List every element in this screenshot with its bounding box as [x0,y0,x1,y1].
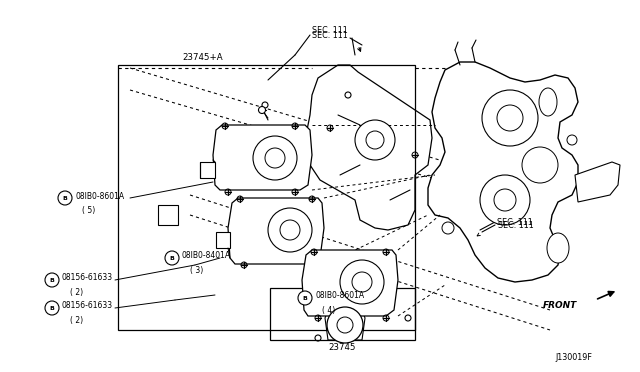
Text: 08156-61633: 08156-61633 [62,273,113,282]
Circle shape [253,136,297,180]
Circle shape [45,273,59,287]
Bar [118,65,415,330]
Circle shape [265,148,285,168]
Circle shape [327,307,363,343]
Circle shape [337,317,353,333]
Text: ( 3): ( 3) [190,266,204,275]
Circle shape [482,90,538,146]
Circle shape [567,135,577,145]
Text: B: B [170,256,175,260]
Polygon shape [158,205,178,225]
Circle shape [280,220,300,240]
Text: B: B [303,295,307,301]
Polygon shape [216,232,230,248]
Polygon shape [325,310,365,340]
Circle shape [355,120,395,160]
Text: ( 4): ( 4) [322,305,335,314]
Text: 08IB0-8601A: 08IB0-8601A [75,192,124,201]
Circle shape [45,301,59,315]
Circle shape [480,175,530,225]
Polygon shape [428,62,578,282]
Text: SEC. 111: SEC. 111 [312,26,348,35]
Polygon shape [302,250,398,316]
Circle shape [259,106,266,113]
Circle shape [352,272,372,292]
Ellipse shape [547,233,569,263]
Text: B: B [49,305,54,311]
Circle shape [340,260,384,304]
Polygon shape [200,162,215,178]
Polygon shape [575,162,620,202]
Circle shape [58,191,72,205]
Text: ( 2): ( 2) [70,288,83,296]
Circle shape [497,105,523,131]
Text: SEC. 111: SEC. 111 [312,31,348,39]
Circle shape [442,222,454,234]
Polygon shape [213,125,312,190]
Text: ( 5): ( 5) [82,205,95,215]
Text: 08156-61633: 08156-61633 [62,301,113,311]
Text: 08IB0-8601A: 08IB0-8601A [315,292,364,301]
Circle shape [494,189,516,211]
Circle shape [522,147,558,183]
Circle shape [366,131,384,149]
Text: FRONT: FRONT [543,301,577,310]
Circle shape [268,208,312,252]
Circle shape [165,251,179,265]
Text: ( 2): ( 2) [70,315,83,324]
Text: 23745: 23745 [328,343,356,353]
Text: B: B [49,278,54,282]
Polygon shape [305,65,432,230]
Text: J130019F: J130019F [555,353,592,362]
Text: B: B [63,196,67,201]
Text: SEC. 111: SEC. 111 [497,218,532,227]
Ellipse shape [539,88,557,116]
Polygon shape [228,198,324,264]
Text: 08IB0-8401A: 08IB0-8401A [182,251,231,260]
Circle shape [298,291,312,305]
Text: SEC. 111: SEC. 111 [498,221,534,230]
Text: 23745+A: 23745+A [182,52,223,61]
Bar [270,288,415,340]
